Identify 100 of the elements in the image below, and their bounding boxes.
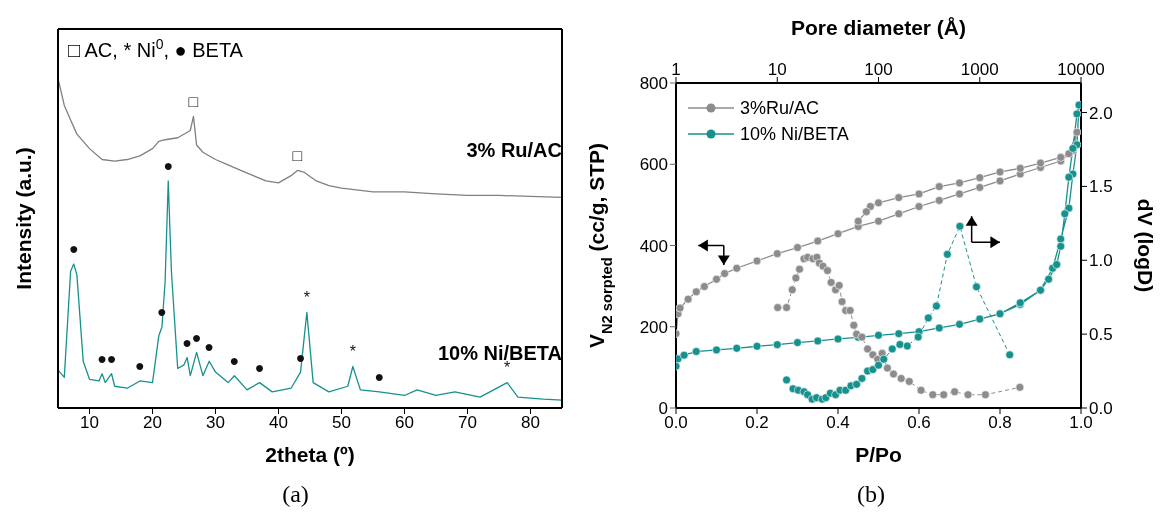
point [863, 344, 872, 354]
point [939, 390, 949, 400]
point [955, 222, 965, 231]
point [955, 189, 964, 199]
point [712, 345, 721, 355]
point [1056, 153, 1066, 162]
point [934, 182, 944, 191]
y2-tick-label: 2.0 [1089, 103, 1113, 123]
point [1036, 158, 1045, 168]
point [833, 334, 843, 344]
y-tick-label: 800 [639, 74, 668, 94]
legend-label: 3%Ru/AC [740, 97, 820, 120]
annotation: ● [374, 368, 385, 386]
x2-tick-label: 100 [864, 60, 893, 79]
x-tick-label: 0.0 [664, 413, 688, 433]
x-tick-label: 1.0 [1069, 413, 1093, 433]
point [902, 341, 912, 351]
point [963, 390, 973, 400]
point [1044, 274, 1053, 284]
point [894, 329, 904, 338]
point [879, 354, 889, 364]
point [995, 176, 1005, 186]
point [889, 369, 898, 379]
point [874, 360, 883, 370]
x2-axis-title: Pore diameter (Å) [790, 16, 967, 39]
y-tick-label: 200 [639, 317, 668, 337]
point [782, 375, 791, 385]
point [894, 193, 904, 202]
y2-tick-label: 1.0 [1089, 251, 1113, 271]
point [972, 282, 981, 292]
annotation: ● [97, 350, 107, 368]
point [1064, 172, 1074, 182]
x2-tick-label: 1 [671, 60, 681, 79]
point [1015, 164, 1025, 173]
point [793, 243, 802, 252]
point [934, 196, 944, 205]
point [795, 264, 804, 274]
point [712, 274, 721, 284]
point [950, 387, 959, 397]
y2-axis-title: dV (logD) [1134, 198, 1157, 293]
annotation: * [303, 288, 310, 306]
x-tick-label: 30 [206, 413, 225, 433]
point [1015, 383, 1025, 392]
point [913, 332, 923, 342]
x2-tick-label: 10 [767, 60, 787, 79]
x-tick-label: 70 [458, 413, 477, 433]
point [813, 336, 823, 346]
x-tick-label: 80 [521, 413, 540, 433]
point [916, 385, 926, 395]
annotation: ● [229, 352, 240, 370]
point [833, 229, 843, 239]
point [676, 303, 685, 313]
point [914, 202, 924, 211]
point [732, 263, 742, 273]
x-tick-label: 60 [395, 413, 414, 433]
point [883, 363, 892, 373]
point [887, 344, 897, 354]
x-tick-label: 0.4 [826, 413, 850, 433]
legend-label: 10% Ni/BETA [740, 123, 849, 146]
point [845, 306, 855, 315]
point [691, 287, 701, 297]
point [934, 323, 944, 333]
x-axis-title: P/Po [855, 443, 902, 466]
point [772, 340, 782, 349]
point [868, 365, 878, 374]
point [928, 390, 938, 400]
point [943, 250, 952, 259]
x-tick-label: 40 [269, 413, 288, 433]
y2-tick-label: 0.5 [1089, 325, 1113, 345]
annotation: ● [204, 337, 215, 355]
y-axis-title: Intensity (a.u.) [12, 147, 35, 290]
point [752, 256, 762, 266]
x2-tick-label: 1000 [960, 60, 999, 79]
text: (a) [281, 481, 310, 508]
point [862, 207, 871, 217]
x2-tick-label: 10000 [1057, 60, 1105, 79]
annotation: ● [106, 350, 117, 368]
text: □ AC, * Ni$^{0}$, ● BETA [68, 36, 244, 61]
point [896, 374, 906, 383]
point [782, 303, 791, 312]
annotation: ● [191, 328, 202, 346]
point [720, 269, 729, 278]
point [932, 301, 941, 311]
point [787, 285, 797, 295]
point [852, 380, 861, 389]
y2-tick-label: 1.5 [1089, 177, 1113, 197]
point [679, 350, 689, 360]
point [955, 178, 964, 188]
point [752, 341, 762, 351]
point [1052, 260, 1061, 269]
annotation: ● [68, 240, 79, 258]
point [995, 167, 1005, 177]
point [834, 281, 844, 290]
annotation: * [349, 342, 356, 360]
point [981, 390, 990, 400]
x-tick-label: 0.2 [745, 413, 769, 433]
annotation: ● [135, 357, 145, 375]
annotation: ● [182, 334, 192, 352]
x-tick-label: 0.8 [988, 413, 1012, 433]
point [793, 338, 802, 347]
